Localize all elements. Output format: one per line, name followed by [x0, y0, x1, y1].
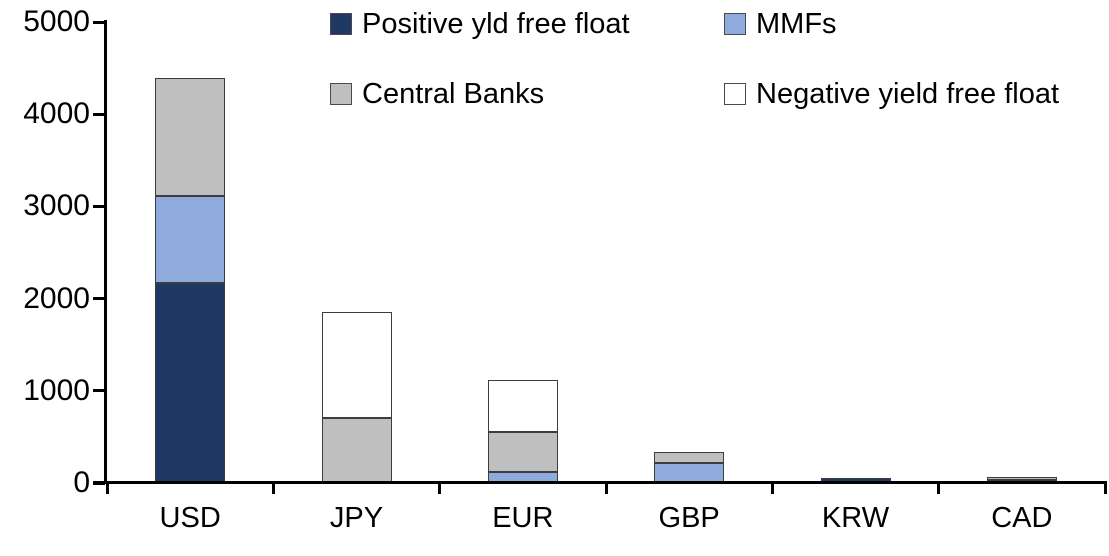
y-tick-label-1000: 1000 — [23, 373, 90, 407]
x-tick-2 — [438, 483, 442, 494]
y-tick-label-5000: 5000 — [23, 5, 90, 38]
bar-segment-jpy-central-banks — [321, 418, 392, 483]
y-tick-1000 — [93, 389, 105, 393]
x-category-label-eur: EUR — [492, 502, 554, 534]
legend-swatch-mmfs — [724, 13, 746, 35]
y-tick-label-0: 0 — [73, 466, 90, 499]
y-tick-label-3000: 3000 — [23, 189, 90, 223]
bar-segment-cad-central-banks — [986, 477, 1057, 480]
x-category-label-krw: KRW — [821, 502, 890, 534]
y-tick-3000 — [93, 204, 105, 208]
legend-item-central-banks: Central Banks — [330, 78, 545, 110]
x-axis-line — [93, 481, 1107, 484]
bar-segment-eur-central-banks — [487, 432, 558, 472]
x-category-label-jpy: JPY — [329, 502, 384, 534]
y-tick-label-4000: 4000 — [23, 97, 90, 131]
legend-label: Positive yld free float — [362, 8, 630, 40]
legend-label: Central Banks — [362, 78, 545, 110]
bar-segment-gbp-central-banks — [654, 451, 725, 463]
bar-segment-jpy-negative-yield-free-float — [321, 312, 392, 419]
y-tick-2000 — [93, 297, 105, 301]
legend-swatch-negative-yield-free-float — [724, 83, 746, 105]
bar-segment-eur-negative-yield-free-float — [487, 379, 558, 433]
x-tick-5 — [937, 483, 941, 494]
y-tick-4000 — [93, 112, 105, 116]
x-tick-0 — [105, 483, 109, 494]
x-tick-1 — [271, 483, 275, 494]
x-category-label-cad: CAD — [991, 502, 1053, 534]
bar-segment-gbp-mmfs — [654, 462, 725, 483]
x-tick-4 — [770, 483, 774, 494]
y-tick-5000 — [93, 20, 105, 24]
x-tick-6 — [1103, 483, 1107, 494]
y-axis-line — [104, 20, 107, 484]
x-category-label-usd: USD — [159, 502, 221, 534]
legend-item-mmfs: MMFs — [724, 8, 837, 40]
legend-swatch-positive-yld-free-float — [330, 13, 352, 35]
legend-swatch-central-banks — [330, 83, 352, 105]
y-tick-label-2000: 2000 — [23, 281, 90, 315]
x-category-label-gbp: GBP — [658, 502, 720, 534]
y-tick-0 — [93, 481, 105, 485]
bar-segment-usd-mmfs — [155, 196, 226, 283]
legend-label: Negative yield free float — [756, 78, 1060, 110]
bar-segment-usd-positive-yld-free-float — [155, 282, 226, 483]
bar-segment-usd-central-banks — [155, 78, 226, 197]
legend-label: MMFs — [756, 8, 837, 40]
x-tick-3 — [604, 483, 608, 494]
legend-item-positive-yld-free-float: Positive yld free float — [330, 8, 630, 40]
legend-item-negative-yield-free-float: Negative yield free float — [724, 78, 1060, 110]
